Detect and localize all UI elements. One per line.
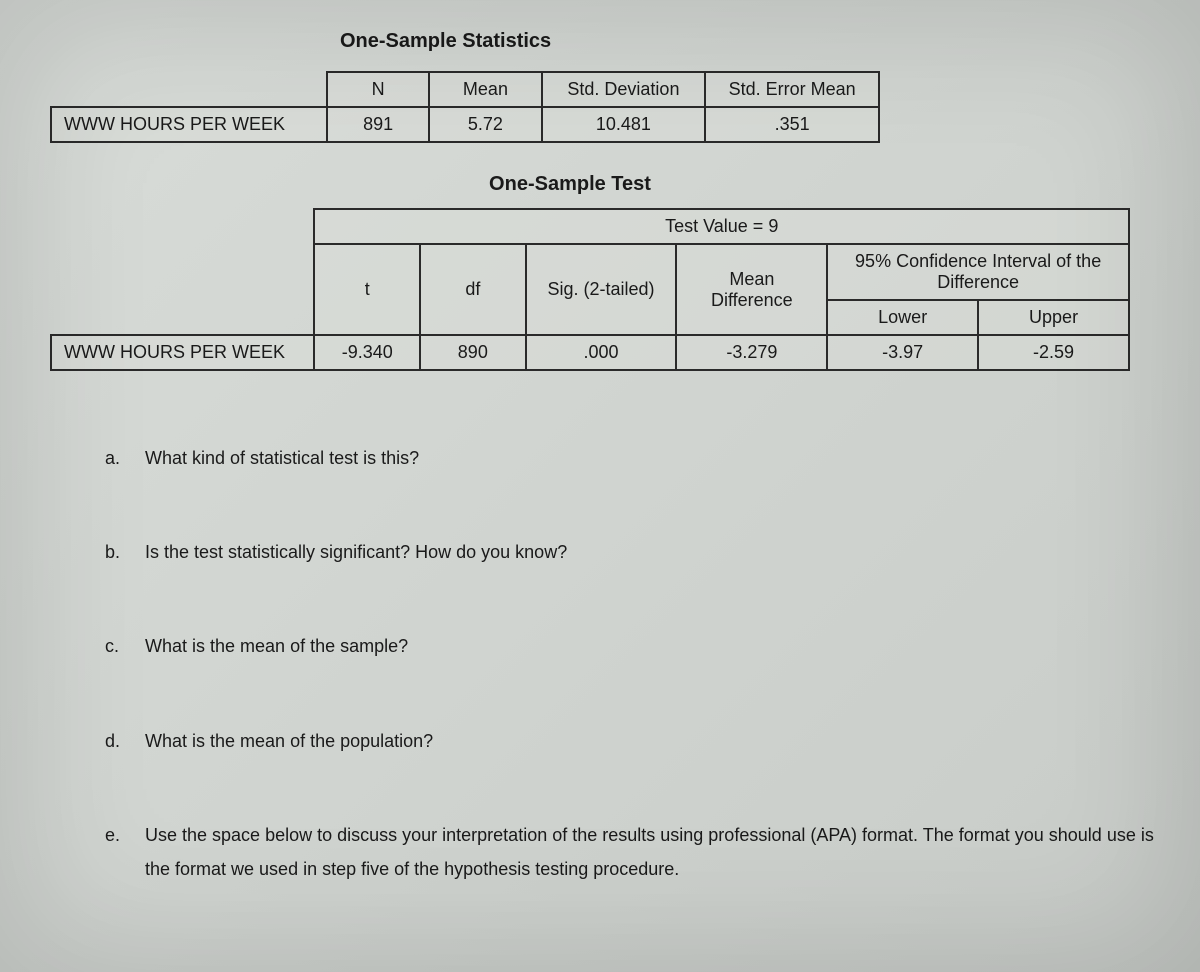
table2-title: One-Sample Test [50,173,1090,196]
th-sig: Sig. (2-tailed) [526,244,677,335]
question-letter: c. [105,629,145,663]
table1-title: One-Sample Statistics [340,30,1160,53]
question-e: e. Use the space below to discuss your i… [105,818,1160,886]
t2-upper: -2.59 [978,335,1129,370]
t2-sig: .000 [526,335,677,370]
question-text: Use the space below to discuss your inte… [145,818,1160,886]
t2-t: -9.340 [314,335,420,370]
question-d: d. What is the mean of the population? [105,724,1160,758]
t2-md: -3.279 [676,335,827,370]
question-b: b. Is the test statistically significant… [105,535,1160,569]
t2-row-label: WWW HOURS PER WEEK [51,335,314,370]
t1-sd: 10.481 [542,107,706,142]
one-sample-test-table: Test Value = 9 t df Sig. (2-tailed) Mean… [50,208,1130,371]
th-df: df [420,244,526,335]
th-mean: Mean [429,72,541,107]
question-text: What kind of statistical test is this? [145,441,1160,475]
th-upper: Upper [978,300,1129,335]
question-text: What is the mean of the population? [145,724,1160,758]
question-letter: b. [105,535,145,569]
question-text: What is the mean of the sample? [145,629,1160,663]
question-letter: d. [105,724,145,758]
t1-n: 891 [327,107,429,142]
th-t: t [314,244,420,335]
th-n: N [327,72,429,107]
question-letter: e. [105,818,145,886]
th-sd: Std. Deviation [542,72,706,107]
question-text: Is the test statistically significant? H… [145,535,1160,569]
t1-row-label: WWW HOURS PER WEEK [51,107,327,142]
one-sample-statistics-table: N Mean Std. Deviation Std. Error Mean WW… [50,71,880,143]
th-md: Mean Difference [676,244,827,335]
th-lower: Lower [827,300,978,335]
question-c: c. What is the mean of the sample? [105,629,1160,663]
t2-lower: -3.97 [827,335,978,370]
t1-sem: .351 [705,107,879,142]
question-letter: a. [105,441,145,475]
t1-mean: 5.72 [429,107,541,142]
questions-list: a. What kind of statistical test is this… [50,441,1160,886]
th-ci: 95% Confidence Interval of the Differenc… [827,244,1129,300]
question-a: a. What kind of statistical test is this… [105,441,1160,475]
t2-df: 890 [420,335,526,370]
th-sem: Std. Error Mean [705,72,879,107]
test-value-header: Test Value = 9 [314,209,1129,244]
